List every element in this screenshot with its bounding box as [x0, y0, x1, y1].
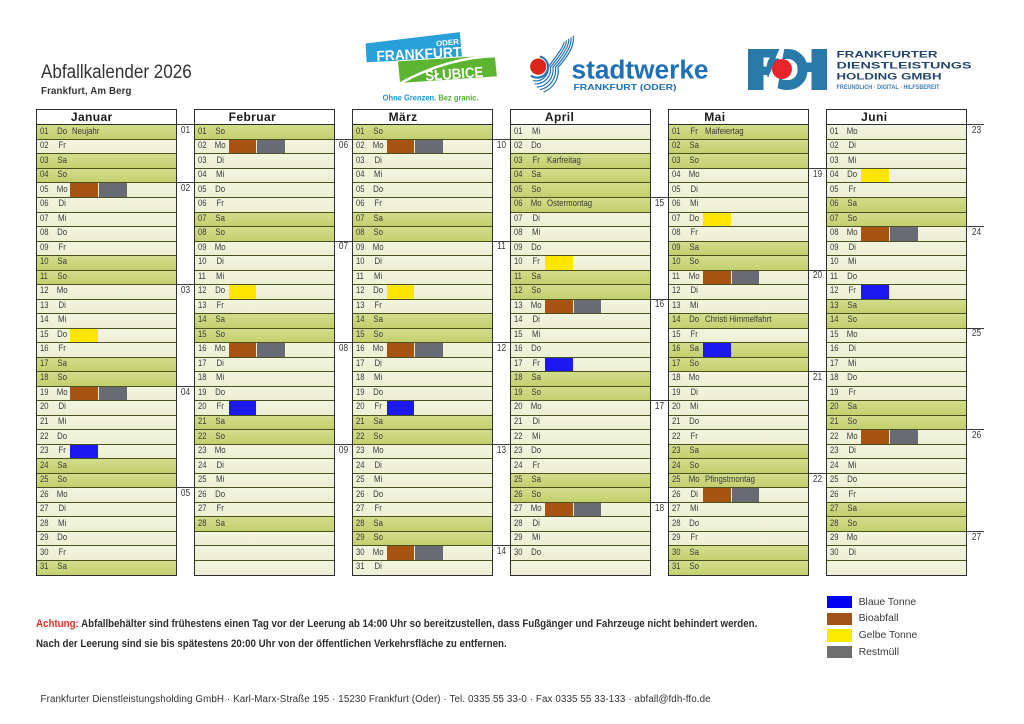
svg-text:ODER: ODER [436, 37, 460, 48]
svg-text:FRANKFURTER: FRANKFURTER [837, 49, 938, 60]
svg-text:stadtwerke: stadtwerke [572, 56, 709, 84]
svg-text:SŁUBICE: SŁUBICE [425, 65, 484, 85]
svg-text:FRANKFURT (ODER): FRANKFURT (ODER) [574, 83, 677, 92]
svg-text:FREUNDLICH · DIGITAL · HILFSBE: FREUNDLICH · DIGITAL · HILFSBEREIT [837, 84, 940, 91]
svg-text:DIENSTLEISTUNGS: DIENSTLEISTUNGS [837, 60, 972, 71]
svg-text:Ohne Grenzen. Bez granic.: Ohne Grenzen. Bez granic. [383, 92, 479, 102]
svg-text:HOLDING GMBH: HOLDING GMBH [837, 71, 942, 82]
